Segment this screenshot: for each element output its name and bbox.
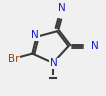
Text: N: N [91, 41, 99, 51]
Text: N: N [58, 3, 66, 13]
Text: N: N [31, 30, 39, 40]
Text: N: N [50, 58, 58, 68]
Text: Br: Br [8, 54, 20, 64]
